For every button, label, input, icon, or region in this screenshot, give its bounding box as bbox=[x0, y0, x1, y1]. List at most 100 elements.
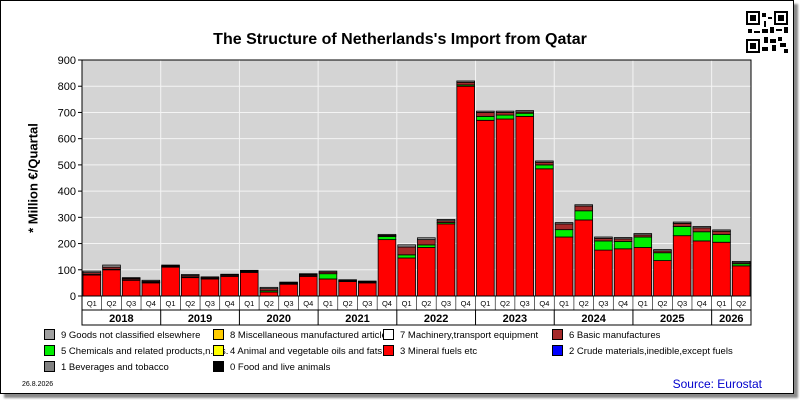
bar-segment bbox=[653, 249, 672, 252]
x-tick-label: Q4 bbox=[303, 299, 313, 308]
bar-segment bbox=[554, 222, 574, 225]
bar-segment bbox=[377, 239, 397, 297]
bar-segment bbox=[417, 247, 436, 297]
bar-segment bbox=[456, 85, 475, 297]
bar-segment bbox=[180, 277, 200, 297]
bar-segment bbox=[102, 264, 121, 268]
legend-label: 2 Crude materials,inedible,except fuels bbox=[569, 346, 733, 357]
x-tick-label: Q3 bbox=[598, 299, 608, 308]
bar-segment bbox=[476, 110, 495, 113]
x-tick-label: Q4 bbox=[697, 299, 707, 308]
bar-segment bbox=[515, 110, 534, 113]
x-tick-label: Q3 bbox=[677, 299, 687, 308]
x-tick-label: Q1 bbox=[559, 299, 569, 308]
legend-label: 9 Goods not classified elsewhere bbox=[61, 330, 201, 341]
y-tick-label: 700 bbox=[58, 107, 76, 119]
year-label: 2021 bbox=[345, 313, 369, 325]
x-tick-label: Q1 bbox=[87, 299, 97, 308]
bar-segment bbox=[220, 275, 239, 297]
x-tick-label: Q2 bbox=[421, 299, 431, 308]
bar-segment bbox=[712, 230, 731, 235]
legend-label: 5 Chemicals and related products,n.e.s. bbox=[61, 346, 229, 357]
x-tick-label: Q1 bbox=[166, 299, 176, 308]
legend-swatch bbox=[213, 329, 224, 340]
bar-segment bbox=[574, 219, 594, 297]
legend-item: 9 Goods not classified elsewhere bbox=[44, 329, 200, 343]
bar-segment bbox=[338, 279, 357, 281]
bar-segment bbox=[121, 277, 141, 279]
bar-segment bbox=[161, 266, 180, 297]
bar-segment bbox=[299, 275, 318, 297]
x-tick-label: Q2 bbox=[736, 299, 746, 308]
bar-segment bbox=[712, 233, 731, 243]
x-tick-label: Q3 bbox=[520, 299, 530, 308]
bar-segment bbox=[476, 119, 495, 297]
x-tick-label: Q2 bbox=[343, 299, 353, 308]
bar-segment bbox=[613, 237, 633, 240]
x-tick-label: Q1 bbox=[402, 299, 412, 308]
y-tick-label: 600 bbox=[58, 134, 76, 146]
bar-segment bbox=[594, 236, 613, 239]
x-tick-label: Q4 bbox=[461, 299, 471, 308]
legend-item: 0 Food and live animals bbox=[213, 361, 330, 375]
bar-segment bbox=[200, 278, 220, 297]
legend-label: 4 Animal and vegetable oils and fats bbox=[230, 346, 383, 357]
x-tick-label: Q4 bbox=[146, 299, 156, 308]
legend-swatch bbox=[552, 329, 563, 340]
x-tick-label: Q1 bbox=[244, 299, 254, 308]
legend-label: 1 Beverages and tobacco bbox=[61, 362, 169, 373]
bar-segment bbox=[318, 273, 338, 280]
bar-segment bbox=[436, 219, 456, 222]
x-tick-label: Q2 bbox=[185, 299, 195, 308]
bar-segment bbox=[574, 210, 594, 221]
source-label: Source: Eurostat bbox=[672, 377, 762, 391]
bar-segment bbox=[239, 271, 259, 297]
bar-segment bbox=[574, 205, 594, 212]
y-tick-label: 800 bbox=[58, 81, 76, 93]
bar-segment bbox=[692, 231, 712, 242]
year-label: 2024 bbox=[581, 313, 606, 325]
bar-segment bbox=[672, 221, 692, 224]
x-tick-label: Q2 bbox=[264, 299, 274, 308]
bar-segment bbox=[259, 291, 279, 297]
bar-segment bbox=[554, 229, 574, 238]
bar-segment bbox=[476, 112, 495, 117]
bar-segment bbox=[633, 236, 653, 248]
bar-segment bbox=[692, 226, 712, 229]
bar-segment bbox=[180, 274, 200, 276]
bar-segment bbox=[141, 279, 161, 282]
bar-segment bbox=[397, 254, 416, 259]
legend-item: 4 Animal and vegetable oils and fats bbox=[213, 345, 382, 359]
y-tick-label: 200 bbox=[58, 239, 76, 251]
x-tick-label: Q2 bbox=[579, 299, 589, 308]
x-tick-label: Q2 bbox=[500, 299, 510, 308]
legend-label: 3 Mineral fuels etc bbox=[400, 346, 478, 357]
x-tick-label: Q4 bbox=[225, 299, 235, 308]
bar-segment bbox=[377, 233, 397, 236]
bar-segment bbox=[476, 115, 495, 121]
bar-segment bbox=[653, 260, 672, 297]
bar-segment bbox=[358, 280, 377, 282]
year-label: 2019 bbox=[188, 313, 212, 325]
legend-item: 8 Miscellaneous manufactured articles bbox=[213, 329, 392, 343]
y-tick-label: 400 bbox=[58, 186, 76, 198]
legend-swatch bbox=[213, 345, 224, 356]
bar-segment bbox=[141, 282, 161, 297]
legend-item: 6 Basic manufactures bbox=[552, 329, 660, 343]
bar-segment bbox=[259, 286, 279, 290]
bar-segment bbox=[417, 239, 436, 246]
x-tick-label: Q2 bbox=[107, 299, 117, 308]
bar-segment bbox=[594, 249, 613, 297]
bar-segment bbox=[299, 273, 318, 275]
bar-segment bbox=[594, 240, 613, 251]
bar-segment bbox=[397, 244, 416, 248]
legend-swatch bbox=[44, 345, 55, 356]
year-label: 2023 bbox=[503, 313, 527, 325]
bar-segment bbox=[279, 283, 298, 297]
legend-swatch bbox=[213, 361, 224, 372]
bar-segment bbox=[653, 252, 672, 262]
x-tick-label: Q3 bbox=[126, 299, 136, 308]
bar-segment bbox=[574, 204, 594, 207]
bar-segment bbox=[535, 168, 554, 297]
